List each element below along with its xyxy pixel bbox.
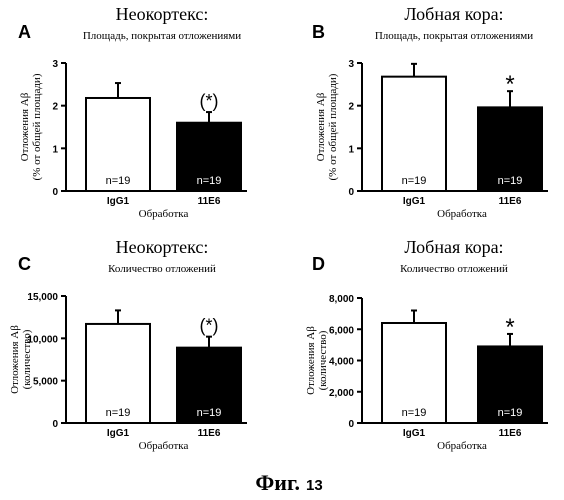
- chart-title: Лобная кора:: [404, 4, 503, 24]
- x-axis-label: Обработка: [139, 440, 189, 452]
- chart-panel-a: A Неокортекс: Площадь, покрытая отложениям…: [18, 4, 247, 220]
- significance-marker: (*): [200, 316, 219, 336]
- y-tick-label: 0: [52, 419, 58, 430]
- n-label: n=19: [498, 407, 523, 419]
- y-axis-label-units: (% от общей площади): [327, 73, 339, 180]
- y-tick-label: 10,000: [27, 334, 58, 345]
- x-tick-label: 11E6: [198, 196, 221, 207]
- chart-panel-b: B Лобная кора: Площадь, покрытая отложения…: [312, 4, 548, 220]
- chart-subtitle: Количество отложений: [108, 263, 216, 275]
- chart-panel-c: C Неокортекс: Количество отложений Отложени…: [9, 237, 247, 452]
- significance-marker: (*): [200, 91, 219, 111]
- y-tick-label: 1: [348, 144, 354, 155]
- x-tick-label: IgG1: [107, 428, 130, 439]
- x-tick-label: 11E6: [198, 428, 221, 439]
- y-tick-label: 4,000: [329, 357, 354, 368]
- chart-subtitle: Площадь, покрытая отложениями: [375, 30, 533, 42]
- chart-title: Лобная кора:: [404, 237, 503, 257]
- y-tick-label: 3: [52, 59, 58, 70]
- panels: A Неокортекс: Площадь, покрытая отложениям…: [9, 4, 548, 452]
- panel-letter: A: [18, 22, 31, 42]
- n-label: n=19: [106, 175, 131, 187]
- chart-subtitle: Количество отложений: [400, 263, 508, 275]
- n-label: n=19: [498, 175, 523, 187]
- y-tick-label: 8,000: [329, 294, 354, 305]
- y-axis-label-units: (% от общей площади): [31, 73, 43, 180]
- bar: [382, 77, 446, 191]
- y-tick-label: 2,000: [329, 388, 354, 399]
- n-label: n=19: [197, 407, 222, 419]
- y-tick-label: 15,000: [27, 292, 58, 303]
- y-tick-label: 2: [348, 102, 354, 113]
- chart-subtitle: Площадь, покрытая отложениями: [83, 30, 241, 42]
- n-label: n=19: [402, 175, 427, 187]
- x-tick-label: IgG1: [403, 428, 426, 439]
- y-tick-label: 5,000: [33, 377, 58, 388]
- x-axis-label: Обработка: [437, 440, 487, 452]
- panel-letter: D: [312, 254, 325, 274]
- y-axis-label: Отложения Aβ: [315, 92, 327, 161]
- n-label: n=19: [402, 407, 427, 419]
- y-tick-label: 3: [348, 59, 354, 70]
- significance-marker: *: [505, 314, 514, 341]
- panel-letter: B: [312, 22, 325, 42]
- x-axis-label: Обработка: [139, 208, 189, 220]
- y-tick-label: 0: [52, 187, 58, 198]
- y-tick-label: 1: [52, 144, 58, 155]
- y-axis-label-units: (количество): [317, 330, 329, 390]
- x-axis-label: Обработка: [437, 208, 487, 220]
- panel-letter: C: [18, 254, 31, 274]
- n-label: n=19: [106, 407, 131, 419]
- n-label: n=19: [197, 175, 222, 187]
- y-tick-label: 2: [52, 102, 58, 113]
- figure-caption: Фиг.: [255, 470, 300, 495]
- y-axis-label: Отложения Aβ: [19, 92, 31, 161]
- figure-number: 13: [306, 477, 323, 494]
- chart-title: Неокортекс:: [116, 4, 209, 24]
- x-tick-label: IgG1: [403, 196, 426, 207]
- y-axis-label: Отложения Aβ: [305, 326, 317, 395]
- y-tick-label: 0: [348, 419, 354, 430]
- x-tick-label: 11E6: [499, 428, 522, 439]
- significance-marker: *: [505, 71, 514, 98]
- chart-title: Неокортекс:: [116, 237, 209, 257]
- x-tick-label: IgG1: [107, 196, 130, 207]
- y-axis-label: Отложения Aβ: [9, 325, 21, 394]
- y-tick-label: 6,000: [329, 325, 354, 336]
- chart-panel-d: D Лобная кора: Количество отложений Отложен…: [305, 237, 548, 452]
- x-tick-label: 11E6: [499, 196, 522, 207]
- y-tick-label: 0: [348, 187, 354, 198]
